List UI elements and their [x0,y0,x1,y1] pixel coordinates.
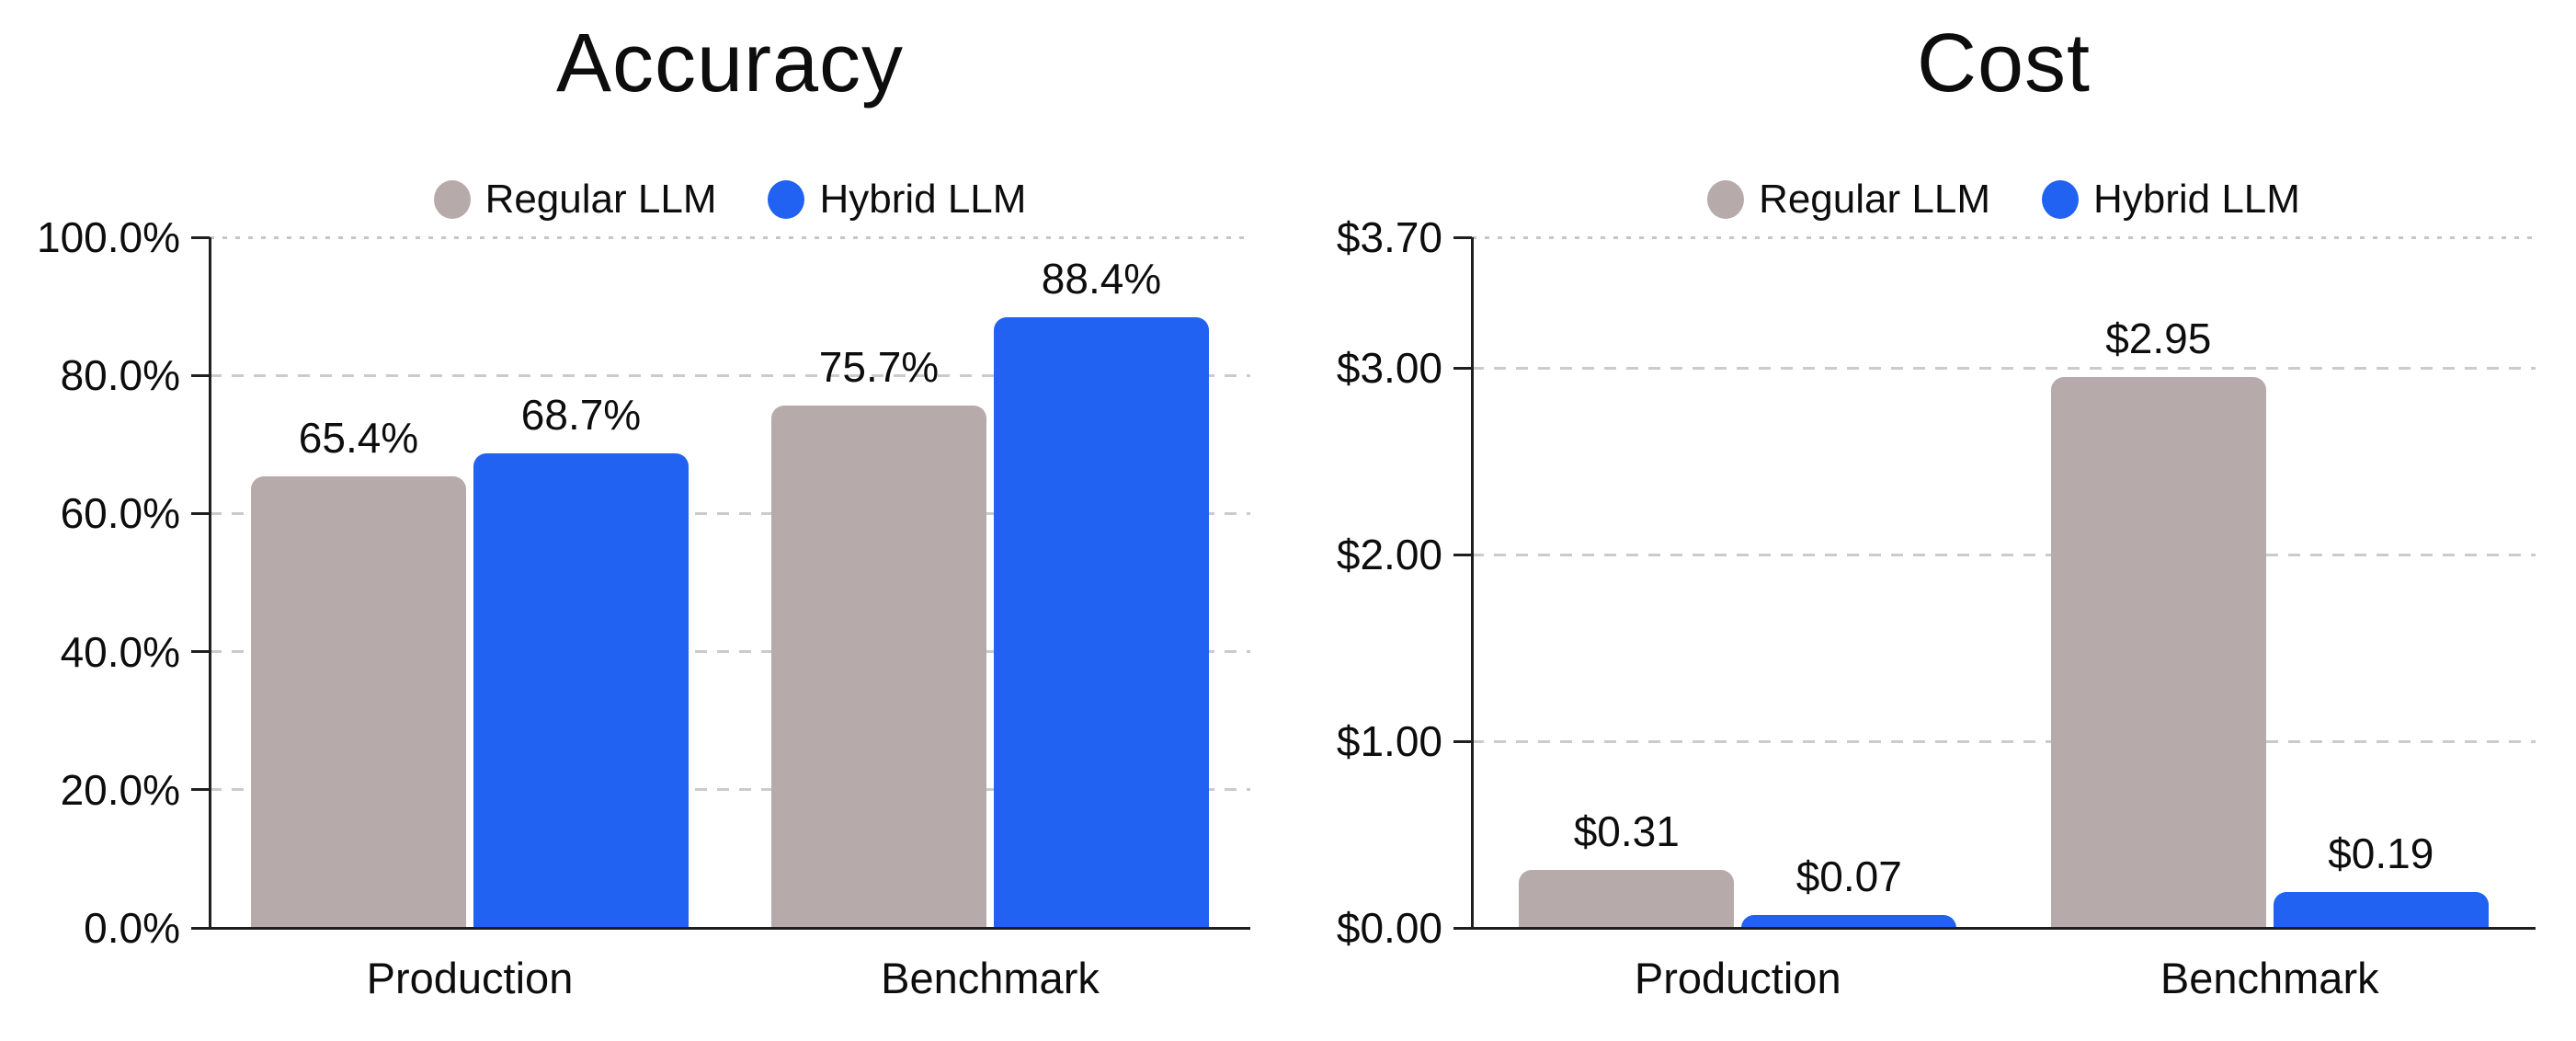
y-tick-label: $3.00 [1336,344,1442,393]
bar-value-label: $0.31 [1573,807,1680,856]
gridline [1472,235,2536,239]
y-axis-tick [191,235,210,239]
gridline [210,788,1250,792]
legend-dot-icon [768,180,805,219]
bar-value-label: 75.7% [818,342,940,391]
legend-label: Regular LLM [1759,177,1990,222]
plot-area-cost: $0.31 $0.07 $2.95 $0.19 [1472,235,2536,928]
bar-value-label: 65.4% [298,413,419,462]
bar-hybrid-llm-production [1741,914,1957,928]
chart-title-accuracy: Accuracy [555,17,905,109]
legend-item-hybrid-llm: Hybrid LLM [768,177,1026,223]
y-axis-tick [1453,739,1472,743]
x-category-label-benchmark: Benchmark [2160,954,2379,1002]
y-tick-label: 60.0% [60,489,180,538]
y-tick-label: 20.0% [60,765,180,814]
y-axis-tick [1453,366,1472,370]
bar-hybrid-llm-benchmark [994,317,1209,928]
legend-item-regular-llm: Regular LLM [433,177,717,223]
y-axis-line [209,237,211,928]
y-axis-tick [191,788,210,792]
legend-item-hybrid-llm: Hybrid LLM [2041,177,2300,223]
bar-regular-llm-benchmark [771,405,986,928]
y-tick-label: 40.0% [60,627,180,676]
bar-hybrid-llm-production [473,453,689,928]
y-tick-label: 80.0% [60,351,180,400]
bar-regular-llm-production [251,475,466,928]
y-tick-label: $0.00 [1336,904,1442,952]
bar-hybrid-llm-benchmark [2273,892,2489,928]
bar-value-label: 68.7% [520,391,642,440]
legend-cost: Regular LLM Hybrid LLM [1472,175,2536,224]
bar-value-label: $0.19 [2328,829,2434,878]
gridline [210,235,1250,239]
legend-label: Regular LLM [484,177,717,222]
x-category-label-production: Production [1634,954,1841,1002]
bar-value-label: $0.07 [1795,852,1902,900]
legend-label: Hybrid LLM [2092,177,2300,222]
y-axis-tick [191,373,210,377]
legend-dot-icon [2041,180,2079,219]
plot-area-accuracy: 65.4% 68.7% 75.7% 88.4% [210,235,1250,928]
gridline [1472,366,2536,370]
legend-dot-icon [1707,180,1745,219]
y-axis-tick [191,650,210,654]
x-axis-line [1453,926,2536,930]
chart-accuracy: Accuracy Regular LLM Hybrid LLM 65.4% 68.7… [36,17,1250,1002]
bar-regular-llm-production [1519,870,1735,928]
legend-label: Hybrid LLM [819,177,1027,222]
gridline [210,511,1250,515]
bar-regular-llm-benchmark [2050,377,2266,928]
y-tick-label: 0.0% [84,904,180,952]
legend-accuracy: Regular LLM Hybrid LLM [210,175,1250,224]
chart-cost: Cost Regular LLM Hybrid LLM $0.31 $0.07 $2.… [1288,0,2576,1041]
x-category-label-benchmark: Benchmark [881,954,1100,1002]
bar-value-label: $2.95 [2105,315,2212,363]
y-tick-label: $1.00 [1336,717,1442,766]
y-axis-tick [191,511,210,515]
gridline [1472,553,2536,556]
gridline [210,650,1250,654]
chart-title-cost: Cost [1916,17,2092,109]
x-category-label-production: Production [366,954,574,1002]
y-tick-label: $2.00 [1336,531,1442,579]
y-tick-label: 100.0% [36,213,180,261]
y-axis-line [1471,237,1474,928]
legend-item-regular-llm: Regular LLM [1707,177,1990,223]
y-tick-label: $3.70 [1336,213,1442,261]
y-axis-tick [1453,235,1472,239]
x-axis-line [191,926,1250,930]
y-axis-tick [1453,553,1472,556]
legend-dot-icon [433,180,471,219]
gridline [210,373,1250,377]
gridline [1472,739,2536,743]
bar-value-label: 88.4% [1041,255,1162,303]
